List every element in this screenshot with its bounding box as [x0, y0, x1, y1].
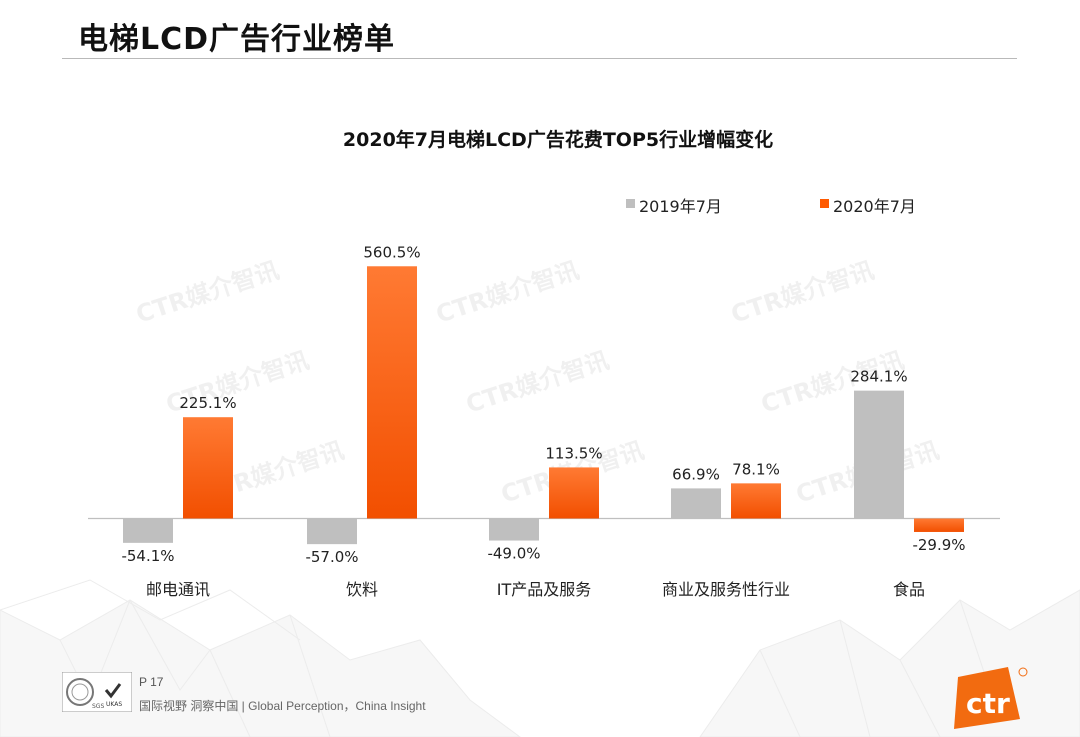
category-label-3: IT产品及服务 [497, 580, 592, 599]
footer-slogan: 国际视野 洞察中国 | Global Perception，China Insi… [139, 699, 426, 713]
sgs-label: SGS [92, 703, 104, 710]
ctr-logo: ctr [954, 667, 1028, 729]
ctr-logo-text: ctr [966, 687, 1010, 720]
check-icon [104, 683, 122, 699]
category-label-2: 饮料 [346, 580, 378, 599]
title-divider [62, 58, 1017, 59]
watermark-text-5: CTR媒介智讯 [463, 346, 613, 419]
bar-2020-1 [183, 417, 233, 519]
data-label-2019-5: 284.1% [850, 368, 907, 386]
legend-label-2019: 2019年7月 [639, 197, 722, 216]
sgs-seal-icon [66, 678, 94, 706]
bar-2020-5 [914, 518, 964, 532]
watermark-text-1: CTR媒介智讯 [133, 256, 283, 329]
ctr-logo-shape-icon [954, 667, 1020, 729]
category-label-4: 商业及服务性行业 [662, 580, 790, 599]
legend-label-2020: 2020年7月 [833, 197, 916, 216]
page-title: 电梯LCD广告行业榜单 [78, 22, 396, 57]
legend-swatch-2019 [626, 199, 635, 208]
bar-2019-4 [671, 488, 721, 519]
watermark-text-2: CTR媒介智讯 [433, 256, 583, 329]
data-label-2020-5: -29.9% [912, 536, 965, 554]
bar-2020-4 [731, 483, 781, 519]
certification-logos: SGS UKAS [62, 672, 132, 712]
data-label-2020-2: 560.5% [363, 243, 420, 261]
legend-swatch-2020 [820, 199, 829, 208]
category-label-1: 邮电通讯 [146, 580, 210, 599]
page-number: P 17 [139, 675, 164, 689]
data-label-2020-3: 113.5% [545, 444, 602, 462]
data-label-2019-2: -57.0% [305, 548, 358, 566]
bar-2019-1 [123, 518, 173, 543]
registered-mark-icon [1018, 667, 1028, 677]
bar-2019-2 [307, 518, 357, 545]
bar-2019-3 [489, 518, 539, 541]
ukas-label: UKAS [106, 701, 122, 708]
bar-2020-2 [367, 266, 417, 519]
data-label-2019-3: -49.0% [487, 545, 540, 563]
bar-2020-3 [549, 467, 599, 519]
bars-layer: -54.1% -57.0% -49.0% 66.9% 284.1% 225.1% 560.5… [121, 243, 965, 599]
watermark-text-3: CTR媒介智讯 [728, 256, 878, 329]
data-label-2019-4: 66.9% [672, 465, 720, 483]
legend: 2019年7月 2020年7月 [626, 197, 916, 216]
data-label-2020-1: 225.1% [179, 394, 236, 412]
data-label-2019-1: -54.1% [121, 547, 174, 565]
bar-2019-5 [854, 390, 904, 519]
data-label-2020-4: 78.1% [732, 460, 780, 478]
chart-title: 2020年7月电梯LCD广告花费TOP5行业增幅变化 [343, 128, 773, 151]
category-label-5: 食品 [893, 580, 925, 599]
